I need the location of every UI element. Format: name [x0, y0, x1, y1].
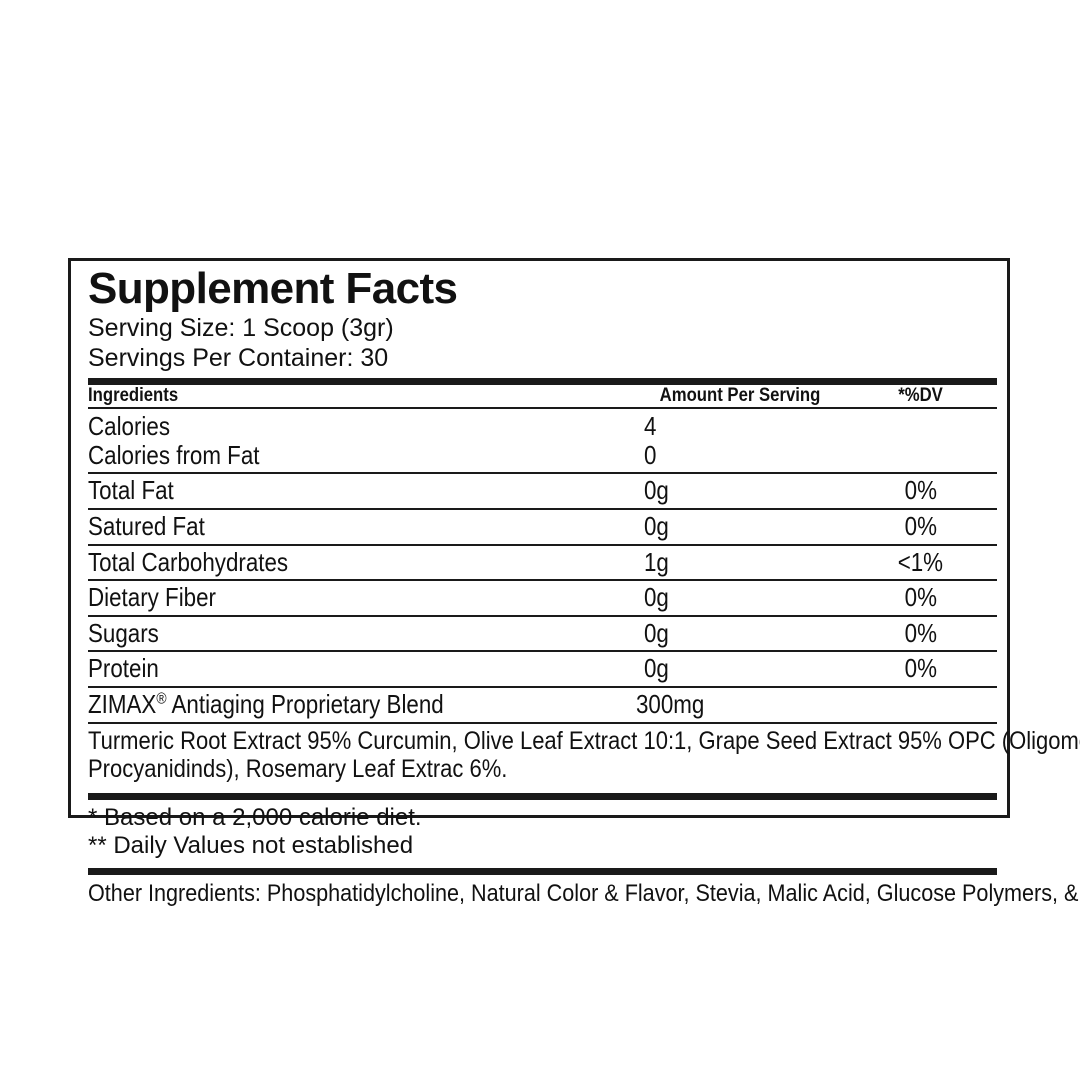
nutrient-amount: 4: [644, 411, 657, 442]
column-header-amount-per-serving: Amount Per Serving: [659, 385, 821, 407]
proprietary-blend-name: ZIMAX® Antiaging Proprietary Blend: [88, 686, 636, 722]
table-row: Total Carbohydrates 1g <1%: [88, 543, 997, 581]
nutrient-name: Sugars: [88, 614, 636, 652]
footnotes: * Based on a 2,000 calorie diet. ** Dail…: [88, 800, 997, 863]
table-row: Dietary Fiber 0g 0%: [88, 579, 997, 616]
supplement-facts-content: Supplement Facts Serving Size: 1 Scoop (…: [88, 264, 1080, 912]
nutrient-amount: 1g: [636, 543, 844, 581]
supplement-facts-panel: Supplement Facts Serving Size: 1 Scoop (…: [68, 258, 1080, 907]
table-row: Satured Fat 0g 0%: [88, 508, 997, 545]
page-title: Supplement Facts: [88, 264, 458, 313]
nutrient-name: Calories: [88, 411, 171, 442]
nutrient-amount: 0g: [636, 614, 844, 652]
nutrition-rows: Calories 4 Calories from Fat 0: [88, 409, 997, 722]
blend-ingredients-line-1: Turmeric Root Extract 95% Curcumin, Oliv…: [88, 726, 1080, 755]
serving-size-line: Serving Size: 1 Scoop (3gr): [88, 313, 394, 342]
table-row: Calories from Fat 0: [88, 441, 997, 474]
nutrient-amount: 0: [644, 439, 657, 470]
nutrient-name: Protein: [88, 650, 636, 687]
table-row: Protein 0g 0%: [88, 650, 997, 687]
nutrient-name: Satured Fat: [88, 508, 636, 545]
nutrient-name: Calories from Fat: [88, 439, 260, 470]
nutrient-daily-value: 0%: [844, 472, 997, 510]
column-header-ingredients: Ingredients: [88, 385, 179, 407]
nutrient-daily-value: 0%: [844, 508, 997, 545]
nutrient-amount: 0g: [636, 650, 844, 687]
nutrient-name: Total Fat: [88, 472, 636, 510]
footnote-daily-values: ** Daily Values not established: [88, 831, 414, 859]
blend-ingredients-text: Turmeric Root Extract 95% Curcumin, Oliv…: [88, 724, 1080, 788]
table-header-row: Ingredients Amount Per Serving *%DV: [88, 385, 997, 407]
proprietary-blend-amount: 300mg: [636, 686, 844, 722]
nutrient-daily-value: [844, 409, 997, 441]
registered-trademark-icon: ®: [156, 689, 167, 708]
nutrient-daily-value: 0%: [844, 614, 997, 652]
divider-below-table-header: [88, 407, 997, 410]
divider-above-other-ingredients: [88, 867, 997, 875]
divider-above-footnotes: [88, 792, 997, 800]
proprietary-blend-daily-value: [844, 686, 997, 722]
table-row: Calories 4: [88, 409, 997, 441]
other-ingredients-text: Other Ingredients: Phosphatidylcholine, …: [88, 879, 1080, 907]
column-header-daily-value: *%DV: [898, 385, 943, 407]
footnote-calorie-diet: * Based on a 2,000 calorie diet.: [88, 803, 422, 831]
divider-below-serving-info: [88, 378, 997, 386]
table-row: Sugars 0g 0%: [88, 614, 997, 652]
nutrient-name: Dietary Fiber: [88, 579, 636, 616]
divider-above-blend-ingredients: [88, 721, 997, 724]
nutrient-amount: 0g: [636, 472, 844, 510]
nutrient-amount: 0g: [636, 508, 844, 545]
nutrient-daily-value: 0%: [844, 579, 997, 616]
blend-ingredients-line-2: Procyanidinds), Rosemary Leaf Extrac 6%.: [88, 755, 508, 784]
nutrient-daily-value: 0%: [844, 650, 997, 687]
servings-per-container-line: Servings Per Container: 30: [88, 344, 389, 372]
nutrient-daily-value: <1%: [844, 543, 997, 581]
nutrient-name: Total Carbohydrates: [88, 543, 636, 581]
nutrition-table: Ingredients Amount Per Serving *%DV: [88, 385, 997, 407]
nutrient-daily-value: [844, 441, 997, 474]
nutrient-amount: 0g: [636, 579, 844, 616]
table-row: Total Fat 0g 0%: [88, 472, 997, 510]
proprietary-blend-row: ZIMAX® Antiaging Proprietary Blend 300mg: [88, 686, 997, 722]
